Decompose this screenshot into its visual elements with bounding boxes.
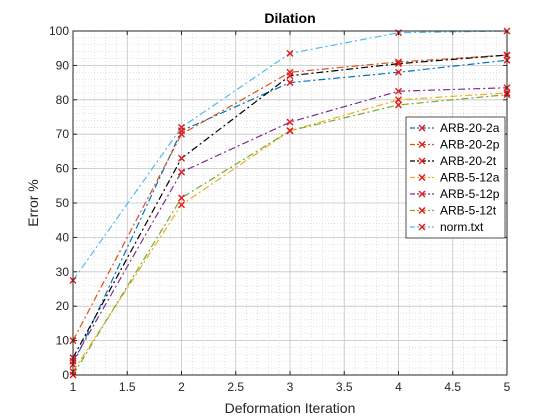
series-layer <box>69 27 511 379</box>
legend-label: ARB-5-12t <box>440 204 497 218</box>
marker-stroke <box>286 72 294 80</box>
legend-item: ARB-20-2a <box>410 121 500 135</box>
legend-label: ARB-5-12a <box>440 171 500 185</box>
series-arb-5-12t <box>69 91 511 379</box>
marker-stroke <box>395 101 402 109</box>
data-point <box>395 68 402 76</box>
x-tick-label: 1 <box>70 380 77 394</box>
marker-stroke <box>418 157 426 165</box>
legend-marker <box>418 174 426 181</box>
legend-item: norm.txt <box>410 220 484 234</box>
marker-stroke <box>418 174 426 181</box>
legend-item: ARB-5-12a <box>410 171 500 185</box>
series-line <box>72 54 508 341</box>
data-point <box>178 201 185 209</box>
x-axis-label: Deformation Iteration <box>225 400 356 416</box>
y-tick-label: 70 <box>56 127 70 141</box>
marker-stroke <box>418 141 426 148</box>
x-tick-label: 3 <box>287 380 294 394</box>
marker-stroke <box>418 207 426 214</box>
x-tick-label: 3.5 <box>336 380 353 394</box>
data-point <box>178 130 185 138</box>
legend-item: ARB-20-2t <box>410 154 497 168</box>
y-tick-label: 10 <box>56 334 70 348</box>
y-tick-label: 50 <box>56 196 70 210</box>
marker-stroke <box>178 130 185 138</box>
data-point <box>286 79 294 87</box>
legend-marker <box>418 207 426 214</box>
y-tick-label: 60 <box>56 162 70 176</box>
data-point <box>395 87 402 95</box>
legend-label: norm.txt <box>440 220 484 234</box>
x-tick-label: 4.5 <box>444 380 461 394</box>
legend-marker <box>418 190 426 198</box>
marker-stroke <box>418 223 426 231</box>
y-tick-label: 0 <box>62 368 69 382</box>
legend-marker <box>418 157 426 165</box>
marker-stroke <box>395 60 402 68</box>
legend-label: ARB-20-2p <box>440 138 500 152</box>
data-point <box>286 72 294 80</box>
marker-stroke <box>286 127 294 135</box>
data-point <box>286 49 294 57</box>
marker-stroke <box>418 190 426 198</box>
legend-label: ARB-20-2a <box>440 121 500 135</box>
marker-stroke <box>178 168 185 176</box>
data-point <box>286 127 294 135</box>
marker-stroke <box>286 79 294 87</box>
x-tick-label: 1.5 <box>119 380 136 394</box>
legend-label: ARB-5-12p <box>440 187 500 201</box>
series-line <box>72 87 508 362</box>
data-point <box>178 168 185 176</box>
marker-stroke <box>286 118 294 126</box>
legend[interactable]: ARB-20-2a ARB-20-2p ARB-20-2t ARB-5-12a ARB-… <box>405 116 506 239</box>
data-point <box>395 60 402 68</box>
marker-stroke <box>178 123 185 131</box>
y-tick-label: 80 <box>56 93 70 107</box>
marker-stroke <box>178 194 185 202</box>
legend-marker <box>418 141 426 148</box>
legend-label: ARB-20-2t <box>440 154 497 168</box>
data-point <box>178 194 185 202</box>
legend-item: ARB-5-12p <box>410 187 500 201</box>
y-tick-label: 20 <box>56 299 70 313</box>
y-tick-label: 30 <box>56 265 70 279</box>
marker-stroke <box>286 49 294 57</box>
marker-stroke <box>178 154 185 162</box>
x-tick-label: 5 <box>504 380 511 394</box>
x-tick-label: 4 <box>395 380 402 394</box>
x-tick-labels: 1 1.5 2 2.5 3 3.5 4 4.5 5 <box>70 380 511 394</box>
y-tick-label: 100 <box>49 24 69 38</box>
legend-item: ARB-20-2p <box>410 138 500 152</box>
legend-marker <box>418 223 426 231</box>
data-point <box>286 118 294 126</box>
data-point <box>395 96 402 104</box>
x-tick-label: 2.5 <box>227 380 244 394</box>
y-tick-label: 90 <box>56 58 70 72</box>
legend-items: ARB-20-2a ARB-20-2p ARB-20-2t ARB-5-12a ARB-… <box>410 121 500 234</box>
legend-item: ARB-5-12t <box>410 204 497 218</box>
x-tick-label: 2 <box>178 380 185 394</box>
marker-stroke <box>395 68 402 76</box>
marker-stroke <box>418 124 426 132</box>
y-axis-label: Error % <box>25 179 41 226</box>
axis-ticks <box>72 30 508 376</box>
data-point <box>178 123 185 131</box>
marker-stroke <box>395 96 402 104</box>
marker-stroke <box>395 87 402 95</box>
legend-marker <box>418 124 426 132</box>
data-point <box>395 101 402 109</box>
data-point <box>178 154 185 162</box>
y-tick-label: 40 <box>56 230 70 244</box>
y-tick-labels: 0 10 20 30 40 50 60 70 80 90 100 <box>49 24 69 382</box>
marker-stroke <box>178 201 185 209</box>
chart-title: Dilation <box>264 10 315 26</box>
